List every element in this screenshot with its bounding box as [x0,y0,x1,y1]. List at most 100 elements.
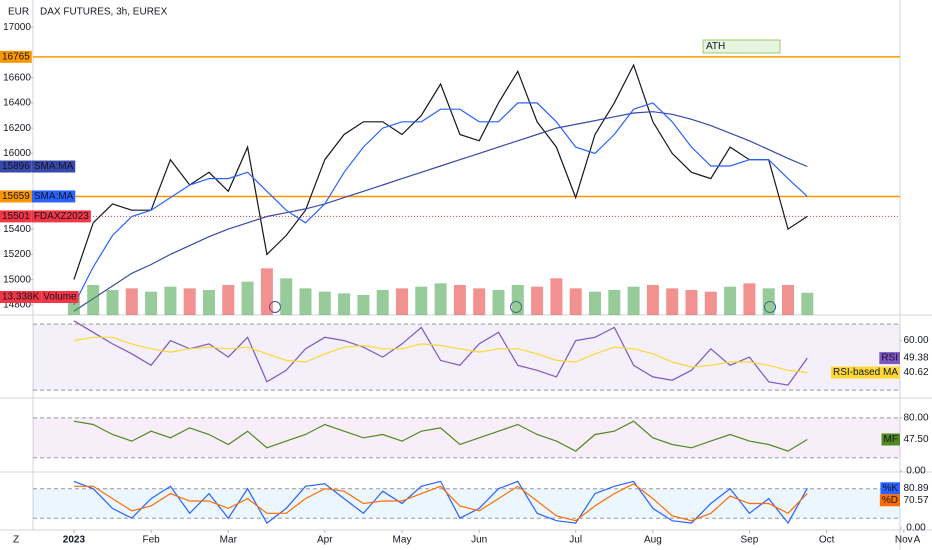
volume-bar [396,288,408,315]
volume-bar [338,293,351,315]
level-label: 15659 [2,191,30,202]
y-tick-label: 14800 [3,300,31,311]
series-name: MF [884,434,898,445]
volume-label: 13.338K [2,292,40,303]
series-line [73,483,808,522]
volume-bar [241,281,254,315]
x-tick-label: Mar [220,535,238,546]
y-tick-label: 80.00 [903,413,928,424]
volume-bar [415,286,428,315]
x-tick-label: 2023 [63,535,86,546]
volume-bar [492,290,505,315]
level-label-box [0,190,32,203]
y-tick-label: 16400 [3,98,31,109]
auto-scale-button[interactable]: A [914,535,921,546]
volume-bar [260,268,273,315]
series-name: FDAXZ2023 [34,211,89,222]
volume-bar [743,283,756,315]
series-name: Volume [43,292,77,303]
value-label-box [900,433,932,446]
y-tick-label: 0.00 [906,466,926,477]
value-label-box [900,352,932,365]
y-tick-label: 15000 [3,274,31,285]
y-tick-label: 16000 [3,148,31,159]
volume-bar [550,278,563,315]
series-name-box [830,366,900,379]
volume-bar [511,285,524,315]
value-label-box [900,482,932,495]
volume-bar [87,285,100,315]
volume-bar [164,286,177,315]
series-line [73,480,808,525]
x-tick-label: Feb [142,535,160,546]
series-name-box [879,352,900,365]
series-line [73,63,808,280]
zoom-button[interactable]: Z [13,535,19,546]
series-name-box [31,210,91,223]
series-name-box [31,160,76,173]
x-tick-label: Jun [471,535,487,546]
volume-bar [453,285,466,315]
volume-bar [801,292,814,315]
volume-bar [357,295,370,315]
volume-label-box [0,291,42,303]
y-tick-label: 17000 [3,22,31,33]
y-tick-label: 15200 [3,249,31,260]
currency: EUR [8,7,29,18]
volume-bar [724,286,737,315]
series-name-box [31,190,76,203]
volume-bar [627,286,640,315]
band [33,417,900,458]
series-name-box [41,291,79,303]
series-name-box [879,494,900,507]
volume-bar [646,285,659,315]
volume-bar [318,291,331,315]
series-line [73,420,808,452]
y-tick-label: 15400 [3,224,31,235]
volume-bar [569,288,582,315]
band [33,324,900,391]
volume-bar [280,278,293,315]
volume-bar [222,285,235,315]
x-tick-label: Jul [569,535,582,546]
value-label: 70.57 [903,495,928,506]
y-tick-label: 16600 [3,72,31,83]
level-label-box [0,50,32,63]
y-tick-label: 0.00 [906,523,926,534]
volume-bar [106,290,119,315]
price-label-box [0,160,32,173]
volume-bar [434,283,447,315]
x-tick-label: Apr [317,535,333,546]
volume-bar [685,290,698,315]
volume-bar [125,288,138,315]
series-name: RSI-based MA [833,367,898,378]
annotation: ATH [706,41,725,52]
volume-bar [145,291,158,315]
y-tick-label: 60.00 [903,335,928,346]
x-tick-label: Aug [644,535,662,546]
chart-title: DAX FUTURES, 3h, EUREX [40,7,168,18]
series-name: RSI [881,353,898,364]
series-name: %D [882,495,898,506]
volume-bar [473,288,486,315]
x-tick-label: Sep [741,535,759,546]
series-line [73,111,808,312]
value-label-box [900,494,932,507]
level-label: 16765 [2,51,30,62]
volume-bar [666,288,679,315]
y-tick-label: 16200 [3,123,31,134]
volume-bar [762,288,775,315]
value-label-box [900,366,932,379]
volume-bar [376,290,389,315]
series-name: SMA:MA [34,161,74,172]
volume-bar [531,286,544,315]
volume-bar [203,290,215,315]
volume-bar [183,288,196,315]
series-line [73,336,808,374]
price-label: 15501 [2,211,30,222]
value-label: 47.50 [903,434,928,445]
series-line [73,320,808,386]
